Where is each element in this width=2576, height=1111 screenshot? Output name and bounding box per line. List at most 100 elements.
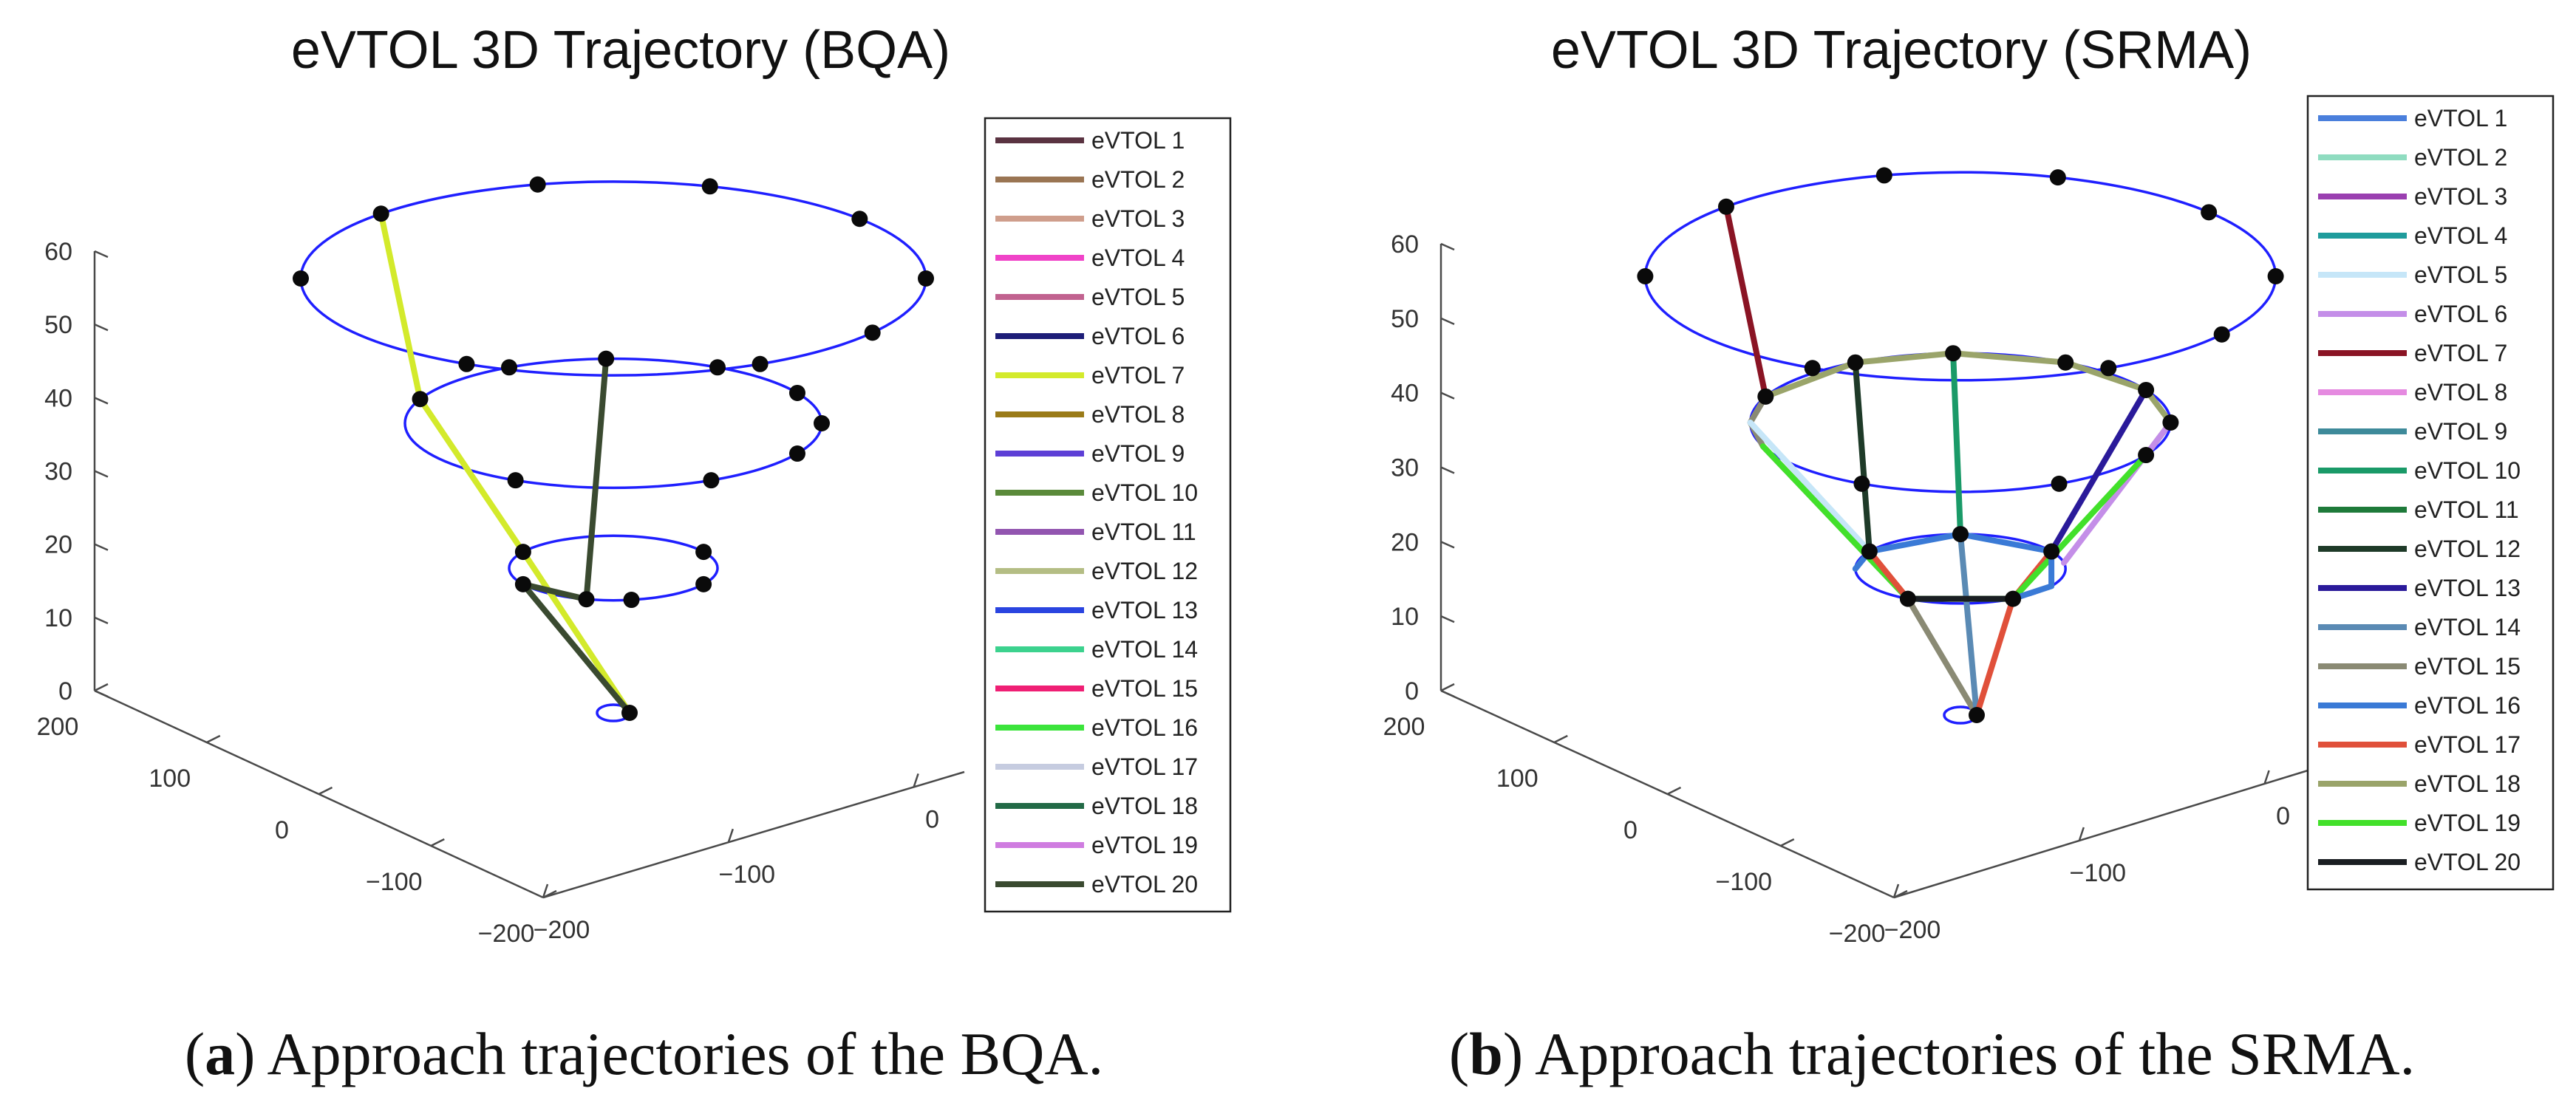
z-tick-label: 40 [44, 384, 72, 412]
legend-box [2306, 95, 2555, 891]
y-tick-label: −100 [1715, 868, 1772, 896]
legend-label: eVTOL 10 [2414, 457, 2521, 484]
legend-label: eVTOL 5 [1091, 284, 1185, 310]
waypoint [1875, 167, 1892, 184]
y-tick-label: −200 [478, 920, 535, 948]
trajectory-evtol-7 [378, 211, 633, 716]
waypoint [2201, 204, 2218, 221]
chart-title: eVTOL 3D Trajectory (BQA) [291, 21, 950, 80]
waypoint [501, 359, 517, 376]
waypoint [514, 544, 531, 561]
y-tick-mark [542, 889, 557, 899]
caption-text: ) Approach trajectories of the BQA. [235, 1020, 1104, 1087]
waypoint [2049, 169, 2066, 186]
x-tick-label: 0 [925, 805, 939, 833]
waypoint [2162, 414, 2179, 431]
waypoint [2100, 360, 2117, 377]
trajectory-evtol-7 [1723, 203, 1769, 400]
z-tick-label: 20 [1391, 528, 1419, 556]
legend-label: eVTOL 20 [1091, 871, 1198, 898]
caption-srma: (b) Approach trajectories of the SRMA. [1448, 1020, 2416, 1087]
x-tick-label: −100 [2070, 859, 2127, 887]
legend-label: eVTOL 18 [1091, 793, 1198, 819]
panel-bqa: eVTOL 3D Trajectory (BQA) 0 10 20 30 40 50 60 20… [37, 21, 1232, 1087]
x-axis [542, 770, 965, 899]
z-tick-label: 30 [1391, 454, 1419, 482]
z-tick-label: 0 [1405, 677, 1419, 705]
z-tick-mark [94, 689, 109, 698]
x-tick-mark [2078, 827, 2085, 841]
waypoint [621, 705, 638, 721]
trajectory-evtol-13 [2048, 386, 2150, 555]
x-tick-mark [913, 773, 919, 787]
waypoint [2267, 268, 2284, 284]
legend-label: eVTOL 15 [2414, 653, 2521, 680]
z-tick-label: 50 [1391, 305, 1419, 333]
waypoint [864, 324, 881, 341]
waypoint [598, 350, 615, 367]
waypoint [1853, 475, 1870, 492]
z-tick-mark [94, 250, 109, 259]
waypoint [578, 591, 595, 608]
legend-label: eVTOL 4 [1091, 245, 1185, 271]
legend-label: eVTOL 17 [2414, 731, 2521, 758]
z-tick-mark [94, 397, 109, 405]
ring-height-20 [508, 534, 719, 602]
legend-label: eVTOL 3 [2414, 183, 2507, 210]
legend-label: eVTOL 6 [1091, 323, 1185, 349]
legend-label: eVTOL 18 [2414, 770, 2521, 797]
legend-label: eVTOL 12 [2414, 536, 2521, 562]
z-tick-label: 20 [44, 531, 72, 559]
z-tick-mark [94, 324, 109, 332]
waypoint [2057, 354, 2074, 371]
chart-srma: eVTOL 3D Trajectory (SRMA) 0 10 20 30 40 50 60 2… [1383, 21, 2555, 948]
legend-label: eVTOL 12 [1091, 558, 1198, 584]
legend-label: eVTOL 13 [2414, 575, 2521, 601]
waypoint [2005, 590, 2022, 607]
legend-label: eVTOL 15 [1091, 675, 1198, 702]
waypoint [851, 211, 868, 228]
z-tick-mark [1440, 615, 1455, 623]
z-tick-mark [94, 616, 109, 624]
waypoint [2138, 381, 2155, 398]
y-tick-mark [1780, 838, 1795, 847]
y-tick-mark [206, 734, 221, 744]
y-tick-label: 200 [37, 713, 79, 741]
waypoint [695, 575, 712, 592]
trajectory-evtol-14 [1957, 531, 1980, 718]
waypoint [1969, 707, 1985, 723]
waypoint [701, 178, 718, 195]
waypoint [1637, 268, 1654, 284]
x-tick-mark [1892, 883, 1900, 898]
waypoint [703, 472, 720, 489]
waypoint [752, 355, 769, 372]
x-tick-label: −200 [1884, 916, 1941, 944]
y-tick-label: 100 [149, 765, 191, 793]
waypoint [293, 270, 309, 287]
legend-label: eVTOL 1 [1091, 127, 1185, 154]
legend-label: eVTOL 4 [2414, 222, 2507, 249]
trajectory-evtol-10 [1950, 350, 1963, 538]
trajectory-evtol-17 [1974, 548, 2055, 718]
z-tick-label: 60 [44, 238, 72, 266]
x-tick-mark [727, 828, 734, 843]
waypoint [514, 575, 531, 592]
z-tick-mark [94, 470, 109, 478]
waypoint [507, 472, 524, 489]
waypoint [1804, 360, 1821, 377]
panel-srma: eVTOL 3D Trajectory (SRMA) 0 10 20 30 40 50 60 2… [1288, 0, 2576, 1111]
waypoint [412, 391, 429, 408]
legend-label: eVTOL 9 [2414, 418, 2507, 445]
x-tick-mark [2263, 770, 2270, 784]
legend-label: eVTOL 6 [2414, 301, 2507, 327]
z-tick-mark [1440, 392, 1455, 400]
waypoint [1861, 543, 1878, 560]
y-tick-mark [94, 683, 109, 692]
x-tick-label: −200 [534, 916, 590, 944]
x-tick-mark [542, 883, 549, 898]
legend-label: eVTOL 14 [2414, 614, 2521, 640]
legend-label: eVTOL 9 [1091, 440, 1185, 467]
legend-label: eVTOL 20 [2414, 849, 2521, 875]
y-tick-label: −100 [366, 868, 423, 896]
z-tick-label: 30 [44, 458, 72, 486]
